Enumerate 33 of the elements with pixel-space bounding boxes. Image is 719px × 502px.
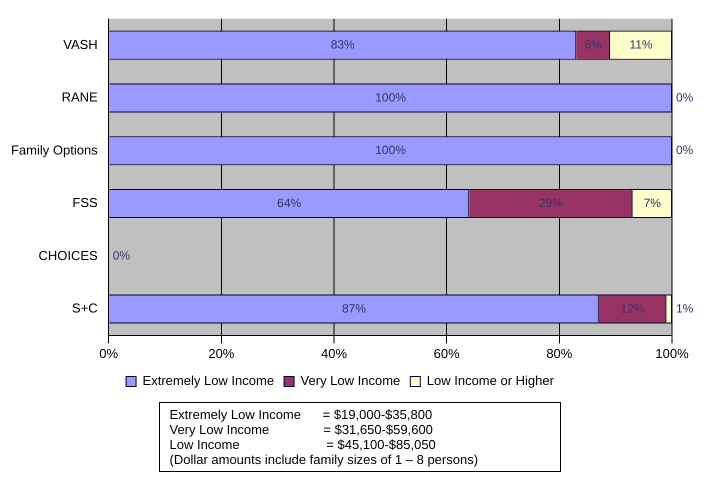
data-label: 29% (538, 196, 564, 210)
text: Low Income = $45,100-$85,050 (170, 437, 437, 452)
data-label: 64% (277, 196, 302, 210)
text: Extremely Low Income = $19,000-$35,800 (170, 407, 434, 422)
x-tick-label: 40% (321, 346, 348, 361)
x-tick-label: 60% (434, 346, 460, 361)
y-tick-label: FSS (72, 195, 98, 210)
data-label: 100% (375, 143, 406, 158)
data-label: 1% (676, 301, 694, 316)
data-label: 83% (330, 37, 356, 52)
x-tick-label: 100% (655, 346, 690, 361)
x-tick-label: 80% (546, 346, 573, 361)
data-label: 11% (629, 37, 653, 52)
data-label: 100% (375, 90, 406, 104)
data-label: 0% (676, 90, 694, 104)
data-label: 7% (644, 196, 662, 210)
data-label: 6% (584, 37, 602, 52)
text: (Dollar amounts include family sizes of 1 – 8 persons) (170, 452, 480, 467)
text: Very Low Income = $31,650-$59,600 (170, 422, 434, 437)
x-tick-label: 0% (99, 346, 119, 361)
data-label: 0% (676, 143, 694, 158)
y-tick-label: VASH (63, 36, 98, 52)
legend-label: Very Low Income (300, 373, 400, 388)
data-label: 12% (620, 301, 645, 316)
x-tick-label: 20% (208, 346, 235, 361)
legend-label: Low Income or Higher (426, 373, 555, 388)
data-label: 87% (342, 301, 366, 316)
y-tick-label: CHOICES (38, 248, 98, 263)
data-label: 0% (112, 248, 130, 263)
legend-label: Extremely Low Income (142, 373, 274, 388)
y-tick-label: RANE (62, 90, 98, 105)
y-tick-label: Family Options (10, 142, 98, 158)
y-tick-label: S+C (72, 300, 98, 316)
